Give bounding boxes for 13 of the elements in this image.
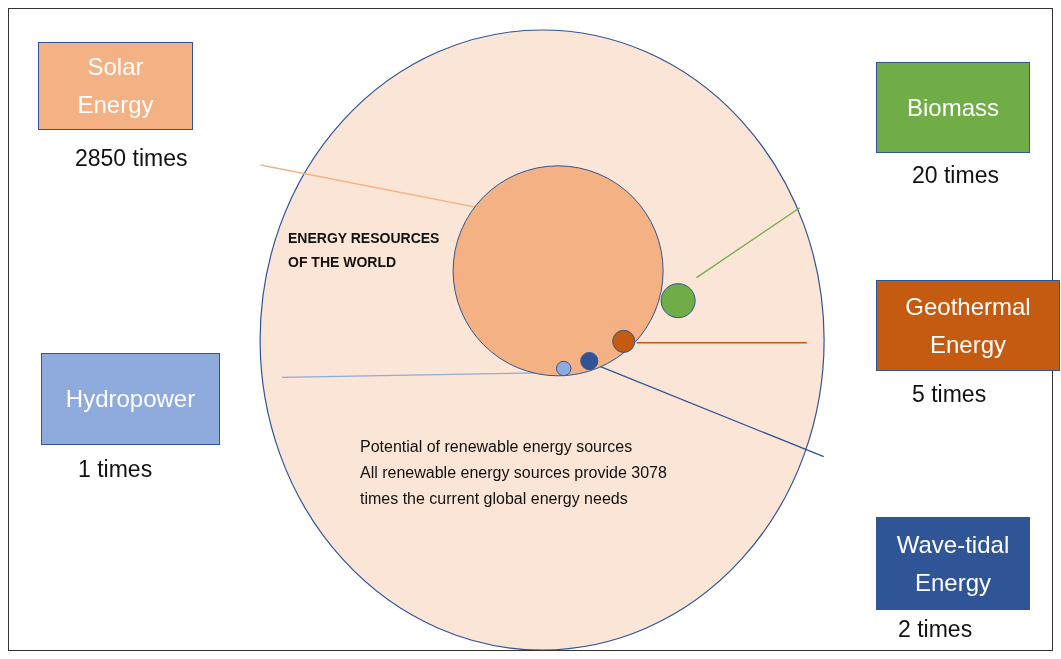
data-label: 2850 times: [75, 145, 188, 172]
data-label: 20 times: [912, 162, 999, 189]
category-label: Geothermal Energy: [904, 291, 1032, 360]
category-label: Solar Energy: [76, 52, 155, 120]
data-label: 1 times: [78, 456, 153, 483]
data-label: 2 times: [898, 616, 973, 643]
data-label: 5 times: [912, 381, 987, 408]
category-label: Wave-tidal Energy: [895, 529, 1011, 598]
category-label: Hydropower: [65, 384, 196, 414]
category-label: Biomass: [906, 92, 1000, 123]
text: All renewable energy sources provide 3078 times the current global energy needs: [360, 463, 668, 509]
text: ENERGY RESOURCES OF THE WORLD: [288, 229, 441, 272]
text: Potential of renewable energy sources: [360, 437, 634, 457]
